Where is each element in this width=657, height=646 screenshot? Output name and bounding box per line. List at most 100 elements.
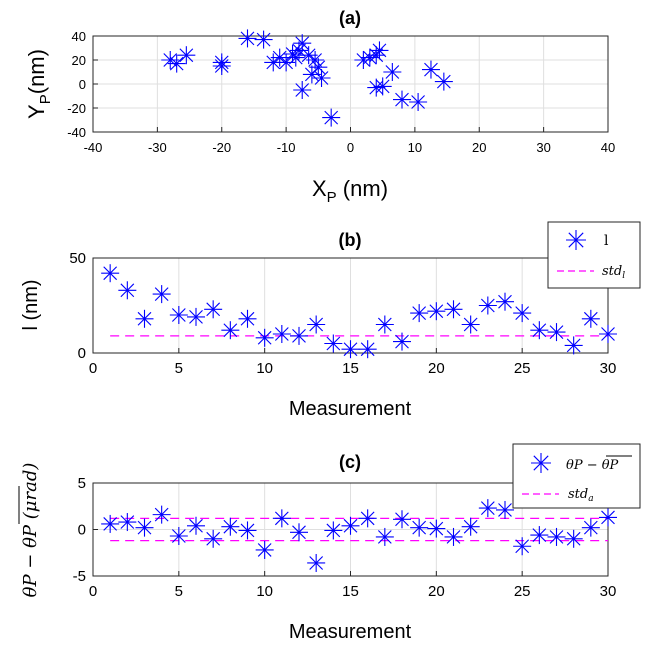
data-point	[564, 529, 583, 548]
panel-c-legend-label-1: θP − θP	[566, 458, 619, 473]
panel-a-xlabel-unit: (nm)	[337, 176, 388, 201]
data-point	[581, 309, 600, 328]
data-point	[238, 521, 257, 540]
data-point	[272, 509, 291, 528]
data-point	[478, 296, 497, 315]
panel-b-legend-label-1: l	[604, 233, 609, 249]
data-point	[255, 540, 274, 559]
panel-c-legend-label-2: stda	[568, 487, 594, 504]
data-point	[461, 315, 480, 334]
data-point	[204, 529, 223, 548]
panel-c-legend-label-2-sub: a	[588, 494, 593, 504]
y-tick-label: 0	[78, 345, 86, 362]
data-point	[444, 300, 463, 319]
data-point	[513, 537, 532, 556]
x-tick-label: -10	[277, 140, 296, 155]
data-point	[118, 513, 137, 532]
panel-c-legend-marker	[531, 453, 551, 473]
data-point	[434, 72, 453, 91]
data-point	[324, 334, 343, 353]
y-tick-label: 0	[78, 522, 86, 539]
data-point	[599, 508, 617, 527]
y-tick-label: 50	[69, 250, 86, 267]
x-tick-label: -20	[212, 140, 231, 155]
x-tick-label: 0	[89, 360, 97, 377]
panel-c-ylabel: θP − θP (μrad)	[18, 463, 41, 597]
panel-c-legend: θP − θP stda	[512, 443, 641, 509]
data-point	[309, 58, 328, 77]
x-tick-label: 0	[347, 140, 354, 155]
panel-b-tick-labels: 0 5 10 15 20 25 30 0 50	[69, 250, 616, 377]
y-tick-label: -20	[67, 101, 86, 116]
panel-c-points	[101, 499, 617, 572]
panel-a: (a) -40 -30 -20 -10 0 10 20 30 40 -40 -20 0 20 40 XP …	[24, 8, 615, 206]
panel-c: (c) 0 5 10 15 20 25 30-505 Measurement θP − θP…	[18, 443, 641, 643]
panel-a-ylabel-sub: P	[37, 94, 54, 104]
data-point	[478, 499, 497, 518]
x-tick-label: 15	[342, 360, 359, 377]
data-point	[212, 53, 231, 72]
data-point	[118, 281, 137, 300]
panel-b-points	[101, 264, 617, 359]
panel-b-legend-label-2-main: std	[602, 264, 622, 279]
legend-marker-star	[566, 230, 586, 250]
panel-b-xlabel: Measurement	[289, 398, 412, 420]
panel-b-title: (b)	[339, 230, 362, 250]
panel-c-tick-labels: 0 5 10 15 20 25 30-505	[73, 475, 617, 600]
x-tick-label: 30	[600, 360, 617, 377]
data-point	[599, 325, 617, 343]
x-tick-label: -30	[148, 140, 167, 155]
legend-marker-star	[531, 453, 551, 473]
x-tick-label: 20	[472, 140, 486, 155]
x-tick-label: 10	[256, 583, 273, 600]
data-point	[187, 516, 205, 535]
data-point	[101, 514, 120, 533]
y-tick-label: 0	[79, 77, 86, 92]
data-point	[358, 340, 377, 359]
data-point	[187, 307, 205, 326]
data-point	[547, 527, 566, 546]
y-tick-label: 40	[72, 29, 86, 44]
data-point	[341, 340, 360, 359]
x-tick-label: 40	[601, 140, 615, 155]
data-point	[409, 93, 428, 111]
panel-b-legend-box	[547, 221, 641, 289]
data-point	[375, 527, 394, 546]
data-point	[581, 518, 600, 537]
panel-a-xlabel-sub: P	[327, 189, 337, 206]
data-point	[547, 323, 566, 342]
panel-a-ylabel-main: Y	[24, 104, 49, 119]
data-point	[293, 34, 312, 53]
data-point	[410, 304, 429, 323]
data-point	[427, 302, 446, 321]
data-point	[238, 309, 257, 328]
data-point	[290, 41, 308, 60]
panel-a-xlabel-main: X	[312, 176, 327, 201]
data-point	[564, 336, 583, 355]
data-point	[169, 527, 188, 546]
panel-a-points	[161, 29, 453, 127]
panel-b-legend-label-2-sub: l	[622, 271, 625, 281]
data-point	[290, 523, 308, 542]
data-point	[272, 325, 291, 343]
data-point	[306, 51, 325, 69]
data-point	[393, 332, 411, 351]
x-tick-label: 25	[514, 583, 531, 600]
panel-b: (b) 0 5 10 15 20 25 30 0 50 Measurement l (nm) l…	[20, 221, 641, 420]
panel-a-xlabel: XP (nm)	[312, 176, 388, 206]
panel-a-ylabel-unit: (nm)	[24, 49, 49, 94]
data-point	[293, 81, 312, 99]
x-tick-label: 0	[89, 583, 97, 600]
panel-b-ylabel: l (nm)	[20, 279, 42, 330]
x-tick-label: -40	[84, 140, 103, 155]
panel-a-title: (a)	[339, 8, 361, 28]
data-point	[152, 285, 171, 304]
x-tick-label: 30	[600, 583, 617, 600]
data-point	[513, 304, 532, 323]
panel-b-legend: l stdl	[547, 221, 641, 289]
x-tick-label: 20	[428, 583, 445, 600]
y-tick-label: 20	[72, 53, 86, 68]
panel-b-legend-label-2: stdl	[602, 264, 625, 281]
data-point	[290, 326, 308, 345]
panel-b-legend-marker	[566, 230, 586, 250]
